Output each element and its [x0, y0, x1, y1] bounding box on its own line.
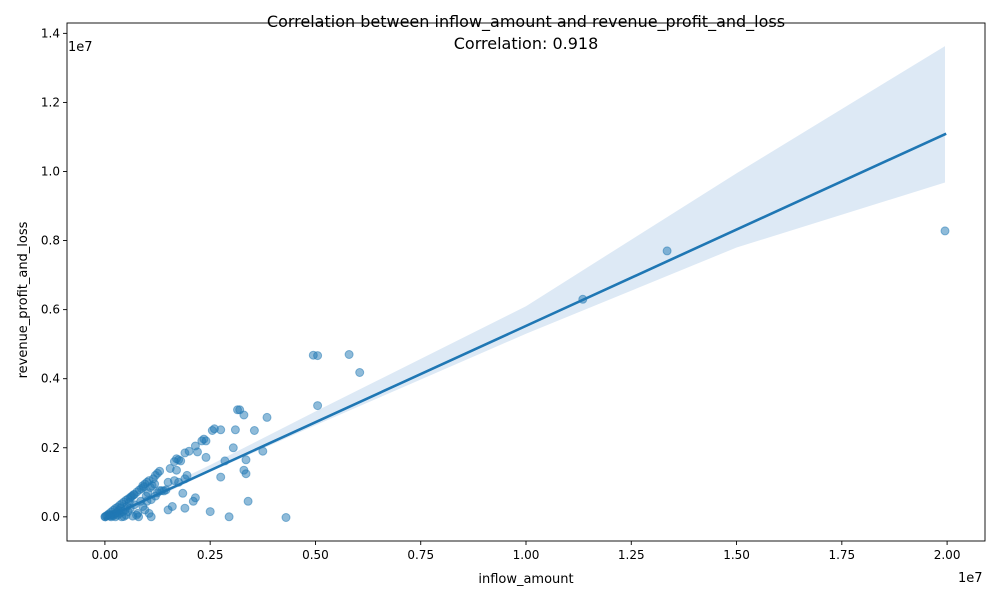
x-tick-label: 0.25 — [197, 548, 224, 562]
data-point — [344, 350, 354, 359]
x-offset-label: 1e7 — [958, 571, 983, 586]
data-point — [128, 511, 138, 521]
y-axis-label: revenue_profit_and_loss — [16, 221, 31, 378]
data-point — [216, 472, 226, 482]
y-tick-label: 1.0 — [41, 164, 60, 178]
x-tick-label: 1.25 — [618, 548, 645, 562]
axis-ticks: 0.00 0.25 0.50 0.75 1.00 1.25 1.50 1.75 2.00 0.0 0… — [41, 26, 961, 562]
data-point — [313, 351, 323, 361]
x-tick-label: 2.00 — [934, 548, 961, 562]
x-tick-label: 1.50 — [723, 548, 750, 562]
y-tick-label: 0.4 — [41, 372, 60, 386]
data-point — [940, 226, 950, 236]
x-tick-label: 0.00 — [92, 548, 119, 562]
y-tick-label: 1.2 — [41, 95, 60, 109]
data-point — [163, 477, 173, 487]
regression-line — [103, 132, 947, 521]
data-point — [180, 448, 190, 458]
data-point — [262, 412, 272, 422]
y-tick-label: 0.0 — [41, 510, 60, 524]
data-point — [313, 401, 323, 411]
x-tick-label: 0.50 — [302, 548, 329, 562]
data-point — [355, 368, 365, 377]
data-point — [197, 436, 207, 446]
data-point — [216, 425, 226, 435]
x-axis-label: inflow_amount — [478, 572, 573, 587]
data-point — [224, 512, 234, 522]
data-point — [207, 426, 217, 435]
plot-frame — [66, 22, 986, 542]
data-point — [281, 513, 291, 522]
y-offset-label: 1e7 — [68, 40, 93, 55]
data-point — [241, 469, 251, 479]
data-point — [239, 410, 249, 420]
data-point — [205, 507, 215, 517]
plot-area — [100, 46, 950, 522]
y-tick-label: 0.2 — [41, 441, 60, 455]
x-tick-label: 0.75 — [407, 548, 434, 562]
chart-subtitle: Correlation: 0.918 — [454, 34, 599, 53]
chart-title: Correlation between inflow_amount and re… — [267, 12, 785, 32]
data-point — [163, 505, 173, 515]
data-point — [188, 496, 198, 506]
data-point — [230, 425, 240, 435]
data-point — [146, 512, 156, 522]
data-point — [140, 505, 150, 515]
data-point — [249, 426, 259, 435]
y-tick-label: 1.4 — [41, 26, 60, 40]
data-point — [193, 447, 202, 457]
data-point — [180, 503, 190, 513]
x-tick-label: 1.75 — [828, 548, 855, 562]
data-point — [243, 496, 253, 506]
data-point — [150, 479, 160, 489]
data-point — [662, 246, 672, 256]
data-point — [201, 452, 211, 462]
data-point — [241, 455, 251, 465]
data-point — [172, 465, 181, 475]
data-point — [174, 455, 184, 465]
y-tick-label: 0.6 — [41, 303, 60, 317]
data-point — [178, 488, 188, 498]
data-point — [228, 443, 238, 453]
y-tick-label: 0.8 — [41, 234, 60, 248]
x-tick-label: 1.00 — [513, 548, 540, 562]
